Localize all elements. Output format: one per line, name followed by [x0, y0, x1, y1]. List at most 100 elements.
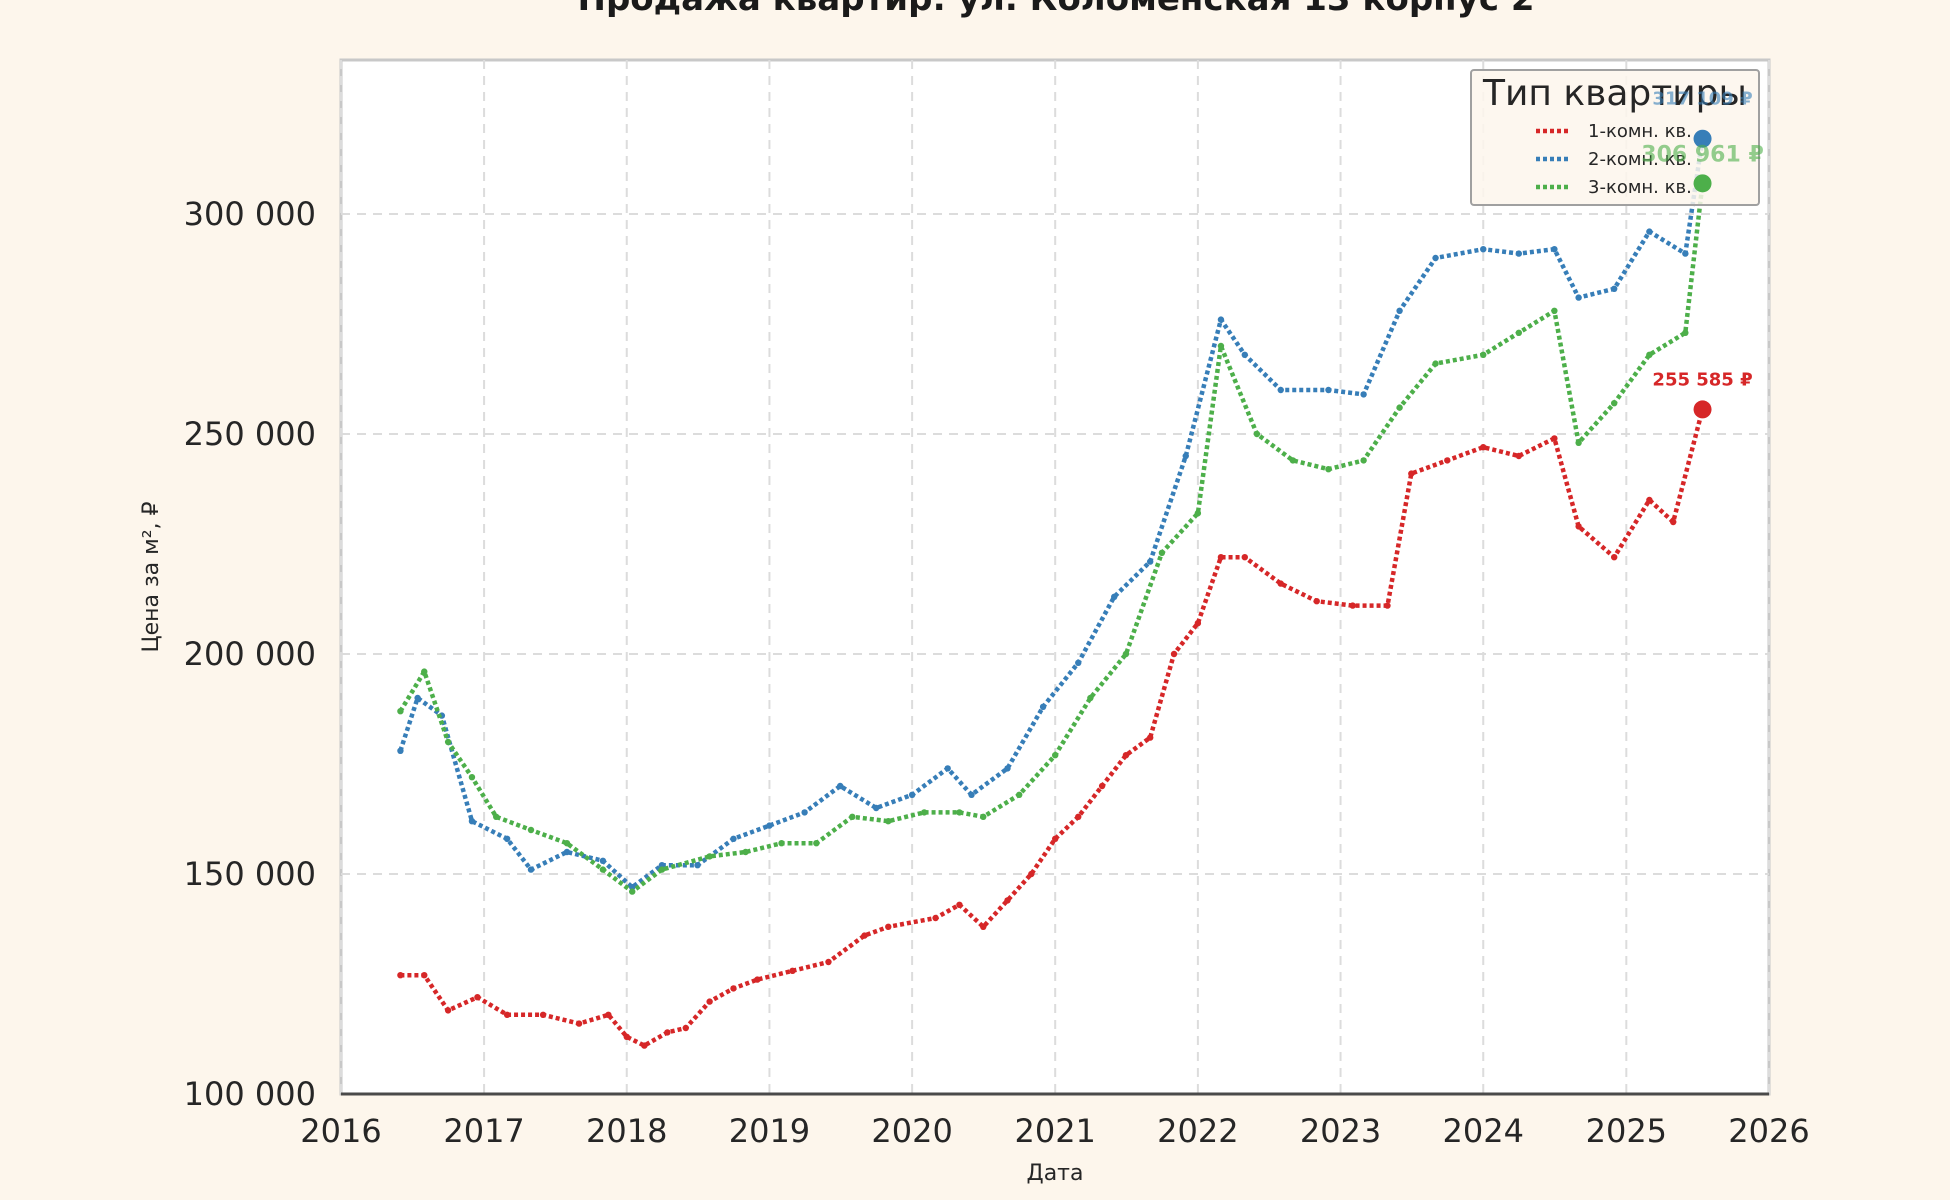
- data-point: [980, 813, 987, 820]
- data-point: [921, 809, 928, 816]
- data-point: [1146, 558, 1154, 565]
- data-point: [1241, 554, 1248, 561]
- x-tick-label: 2018: [586, 1112, 667, 1150]
- x-tick-label: 2017: [443, 1112, 524, 1150]
- data-point: [956, 809, 963, 816]
- data-point: [682, 1024, 689, 1032]
- data-point: [766, 822, 773, 829]
- legend-label-3: 3-комн. кв.: [1588, 177, 1692, 198]
- data-point: [1075, 813, 1082, 820]
- data-point: [1253, 430, 1261, 438]
- data-point: [836, 782, 844, 790]
- data-point: [706, 853, 713, 860]
- data-point: [492, 813, 500, 820]
- data-point: [599, 866, 607, 873]
- data-point: [885, 923, 892, 930]
- data-point: [414, 694, 421, 702]
- data-point: [1241, 351, 1248, 358]
- data-point: [1551, 246, 1558, 253]
- data-point: [1039, 703, 1047, 710]
- data-point: [706, 998, 713, 1005]
- data-point: [1075, 659, 1082, 666]
- last-value-label-3: 306 961 ₽: [1641, 142, 1763, 167]
- data-point: [1551, 307, 1558, 314]
- data-point: [641, 1042, 648, 1049]
- data-point: [629, 888, 636, 895]
- data-point: [563, 848, 571, 856]
- end-value-labels: 255 585 ₽ 317 109 ₽ 306 961 ₽: [1641, 89, 1764, 419]
- x-axis-ticks: 2016 2017 2018 2019 2020 2021 2022 2023 2024 2025…: [300, 1112, 1809, 1150]
- data-point: [1610, 400, 1618, 407]
- data-point: [503, 1011, 511, 1018]
- last-value-marker-1: [1693, 400, 1712, 419]
- y-tick-label: 200 000: [184, 635, 316, 673]
- data-point: [421, 972, 428, 979]
- data-point: [623, 1033, 630, 1041]
- series-line-2: [398, 138, 1705, 890]
- data-point: [468, 774, 476, 781]
- data-point: [1194, 620, 1202, 627]
- data-point: [1111, 593, 1118, 600]
- data-point: [1146, 734, 1154, 741]
- data-point: [1170, 650, 1178, 658]
- x-tick-label: 2025: [1586, 1112, 1667, 1150]
- data-point: [1277, 580, 1284, 587]
- data-point: [1551, 435, 1558, 442]
- y-tick-label: 300 000: [184, 195, 316, 233]
- x-tick-label: 2022: [1157, 1112, 1238, 1150]
- data-point: [1432, 254, 1439, 262]
- data-point: [1217, 342, 1225, 350]
- data-point: [813, 840, 820, 847]
- data-point: [1194, 510, 1202, 517]
- data-point: [1444, 457, 1451, 464]
- x-tick-label: 2021: [1014, 1112, 1095, 1150]
- y-tick-label: 150 000: [184, 855, 316, 893]
- x-axis-title: Дата: [1027, 1161, 1084, 1186]
- data-point: [1575, 523, 1582, 530]
- data-point: [1016, 791, 1023, 798]
- data-point: [1610, 554, 1618, 561]
- data-point: [742, 848, 749, 856]
- series-layer: [397, 135, 1706, 1049]
- data-point: [605, 1011, 612, 1018]
- data-point: [789, 967, 796, 974]
- data-point: [1682, 329, 1689, 336]
- data-point: [1515, 329, 1523, 336]
- y-axis-ticks: 100 000 150 000 200 000 250 000 300 000: [184, 195, 316, 1113]
- legend-title: Тип квартиры: [1482, 73, 1747, 114]
- chart-title: Продажа квартир: ул. Коломенская 13 корп…: [578, 0, 1535, 19]
- data-point: [664, 1029, 671, 1036]
- data-point: [754, 976, 761, 983]
- data-point: [563, 840, 571, 847]
- data-point: [944, 765, 951, 772]
- series-line-3: [398, 183, 1705, 894]
- data-point: [956, 901, 963, 908]
- series-line-1: [400, 408, 1705, 1048]
- data-point: [397, 708, 404, 715]
- data-point: [474, 994, 481, 1001]
- data-point: [1182, 452, 1189, 460]
- data-point: [1480, 246, 1487, 253]
- data-point: [397, 747, 404, 754]
- data-point: [730, 835, 737, 842]
- data-point: [1122, 752, 1130, 759]
- data-point: [1360, 391, 1367, 398]
- data-point: [885, 818, 892, 825]
- y-tick-label: 250 000: [184, 415, 316, 453]
- data-point: [1004, 897, 1011, 904]
- data-point: [658, 862, 666, 869]
- data-point: [1158, 549, 1166, 556]
- data-point: [801, 809, 808, 816]
- data-point: [539, 1011, 547, 1018]
- data-point: [825, 958, 832, 966]
- data-point: [1575, 439, 1582, 446]
- last-value-marker-2: [1693, 129, 1712, 148]
- data-point: [1028, 870, 1035, 878]
- data-point: [778, 840, 785, 847]
- legend-items: 1-комн. кв. 2-комн. кв. 3-комн. кв.: [1536, 121, 1692, 198]
- legend-label-2: 2-комн. кв.: [1588, 149, 1692, 170]
- data-point: [1515, 452, 1523, 460]
- grid: [340, 60, 1770, 1095]
